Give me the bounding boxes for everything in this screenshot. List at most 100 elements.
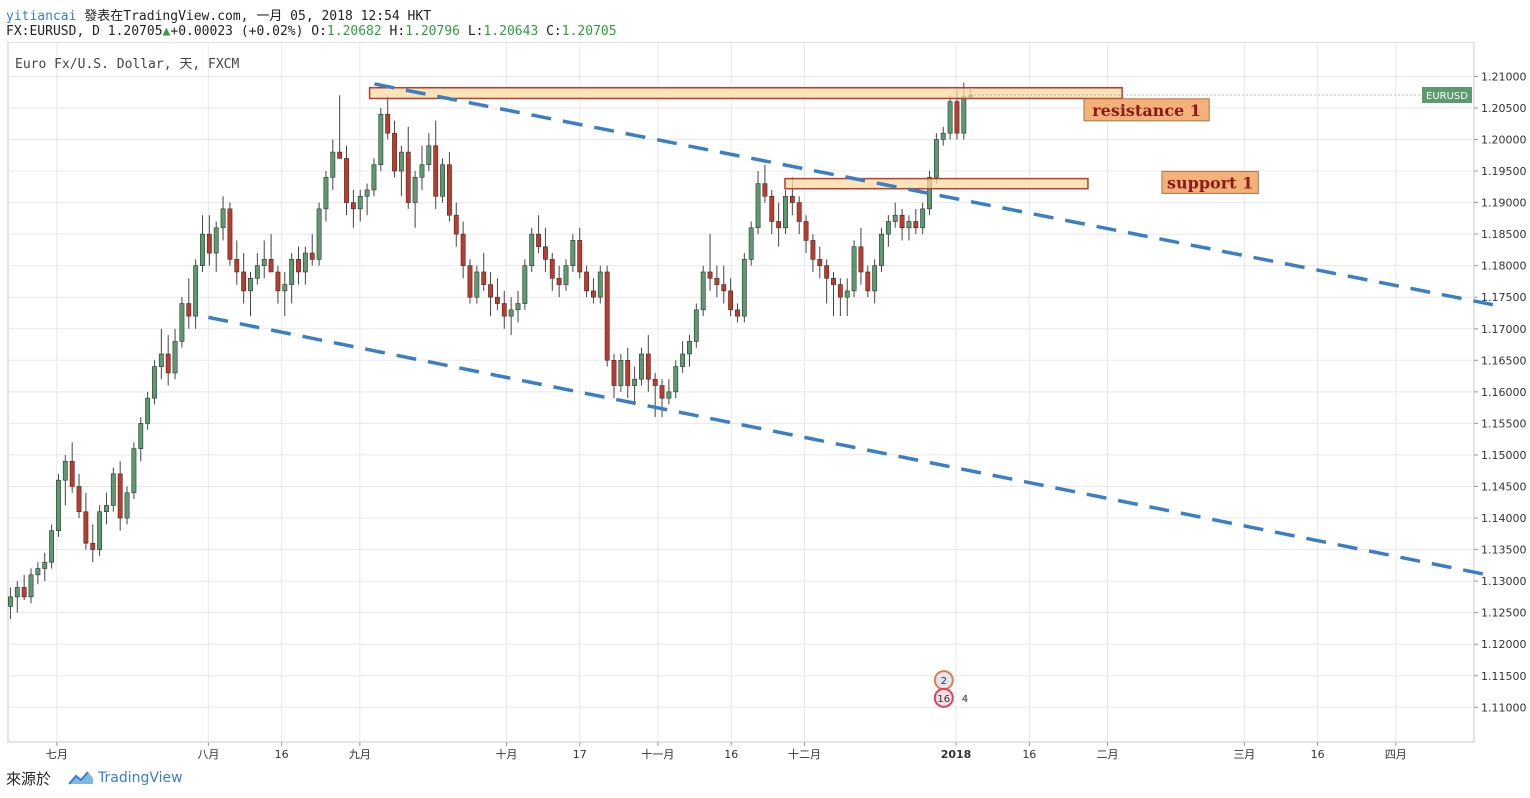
candle-body [467, 265, 473, 298]
candle-body [90, 542, 96, 550]
candle-body [872, 265, 878, 292]
candle-body [714, 277, 720, 285]
candle-up [563, 259, 569, 291]
candle-body [783, 195, 788, 229]
x-tick-label: 四月 [1385, 748, 1407, 761]
candle-up [364, 183, 370, 216]
candle-up [570, 234, 576, 272]
candle-up [316, 202, 322, 266]
candle-up [892, 202, 898, 228]
candle-body [954, 101, 960, 134]
candle-down [803, 215, 809, 254]
candle-body [289, 259, 295, 285]
trendline[interactable] [208, 315, 1494, 578]
open-value: 1.20682 [326, 24, 382, 39]
candle-down [831, 271, 836, 317]
zone-label: support 1 [1167, 173, 1253, 192]
candle-up [885, 215, 891, 247]
candle-up [138, 417, 144, 462]
candle-body [104, 505, 109, 513]
candle-body [831, 277, 836, 285]
candle-up [220, 196, 226, 241]
candle-body [83, 511, 89, 544]
support-zone[interactable] [784, 177, 1089, 190]
x-tick-label: 16 [1022, 748, 1036, 761]
candle-up [145, 391, 151, 430]
candle-body [179, 303, 185, 342]
candle-body [844, 290, 850, 298]
candle-down [659, 379, 665, 418]
candle-body [618, 359, 624, 386]
candle-up [515, 290, 521, 323]
y-tick-label: 1.16000 [1481, 386, 1526, 399]
x-tick-label: 十一月 [641, 747, 674, 761]
candle-body [412, 177, 418, 203]
candle-body [611, 359, 617, 386]
candle-body [440, 164, 445, 197]
candle-body [563, 265, 569, 285]
candle-body [316, 208, 322, 260]
candles [8, 82, 974, 619]
candle-body [728, 290, 734, 311]
candle-down [227, 202, 233, 266]
candle-up [700, 265, 706, 317]
candle-body [776, 221, 782, 229]
candle-up [872, 259, 878, 304]
candle-body [604, 271, 610, 361]
candle-down [494, 278, 500, 310]
chart-area[interactable]: 1.21000 1.20500 1.20000 1.19500 1.19000 1.185… [6, 41, 1527, 767]
candle-body [213, 227, 219, 254]
candle-body [268, 259, 274, 273]
candle-body [296, 259, 301, 273]
candle-down [796, 196, 802, 235]
trendlines[interactable] [208, 82, 1494, 578]
candle-body [625, 359, 631, 386]
candle-body [254, 265, 260, 279]
trendline[interactable] [374, 82, 1494, 307]
candle-body [330, 151, 336, 178]
x-axis[interactable]: 七月 八月 16 九月 十月 17 十一月 16 十二月 2018 16 二月 三月 16 四月 [46, 742, 1407, 761]
candle-body [591, 290, 596, 298]
candle-body [241, 271, 247, 292]
candle-down [460, 221, 466, 279]
candle-body [508, 309, 514, 317]
candle-body [145, 397, 151, 424]
candle-down [234, 240, 240, 285]
candle-down [762, 164, 768, 203]
candle-body [659, 385, 665, 399]
symbol-label: FX:EURUSD, D [6, 24, 100, 39]
author-link[interactable]: yitiancai [6, 9, 77, 24]
event-badge-count: 16 [937, 694, 950, 705]
y-tick-label: 1.17000 [1481, 323, 1526, 336]
candle-body [193, 265, 199, 317]
candle-body [549, 259, 555, 279]
y-tick-label: 1.15000 [1481, 449, 1526, 462]
candle-up [172, 328, 178, 380]
candle-down [652, 372, 658, 418]
event-badge-count: 4 [962, 694, 968, 705]
price-chart[interactable]: 1.21000 1.20500 1.20000 1.19500 1.19000 1.185… [6, 41, 1527, 767]
candle-up [193, 259, 199, 329]
candle-up [426, 133, 432, 172]
candle-body [961, 96, 967, 134]
candle-body [488, 284, 493, 298]
candle-up [419, 145, 425, 190]
candle-up [755, 171, 761, 235]
candle-body [837, 284, 843, 298]
candle-up [618, 353, 624, 392]
candle-body [673, 366, 679, 393]
candle-down [433, 120, 439, 209]
footer-brand[interactable]: TradingView [98, 770, 183, 786]
candle-up [748, 221, 754, 266]
candle-up [282, 271, 288, 317]
candle-body [248, 277, 253, 292]
x-tick-label: 16 [1311, 748, 1325, 761]
candle-body [172, 341, 178, 374]
zones[interactable] [368, 86, 1123, 190]
candle-body [543, 246, 548, 260]
tradingview-logo-icon[interactable] [68, 770, 94, 786]
candle-down [543, 227, 548, 272]
y-axis[interactable]: 1.21000 1.20500 1.20000 1.19500 1.19000 1.185… [1474, 70, 1527, 714]
footer-source: 來源於 [6, 770, 52, 788]
resistance-zone[interactable] [368, 86, 1123, 100]
